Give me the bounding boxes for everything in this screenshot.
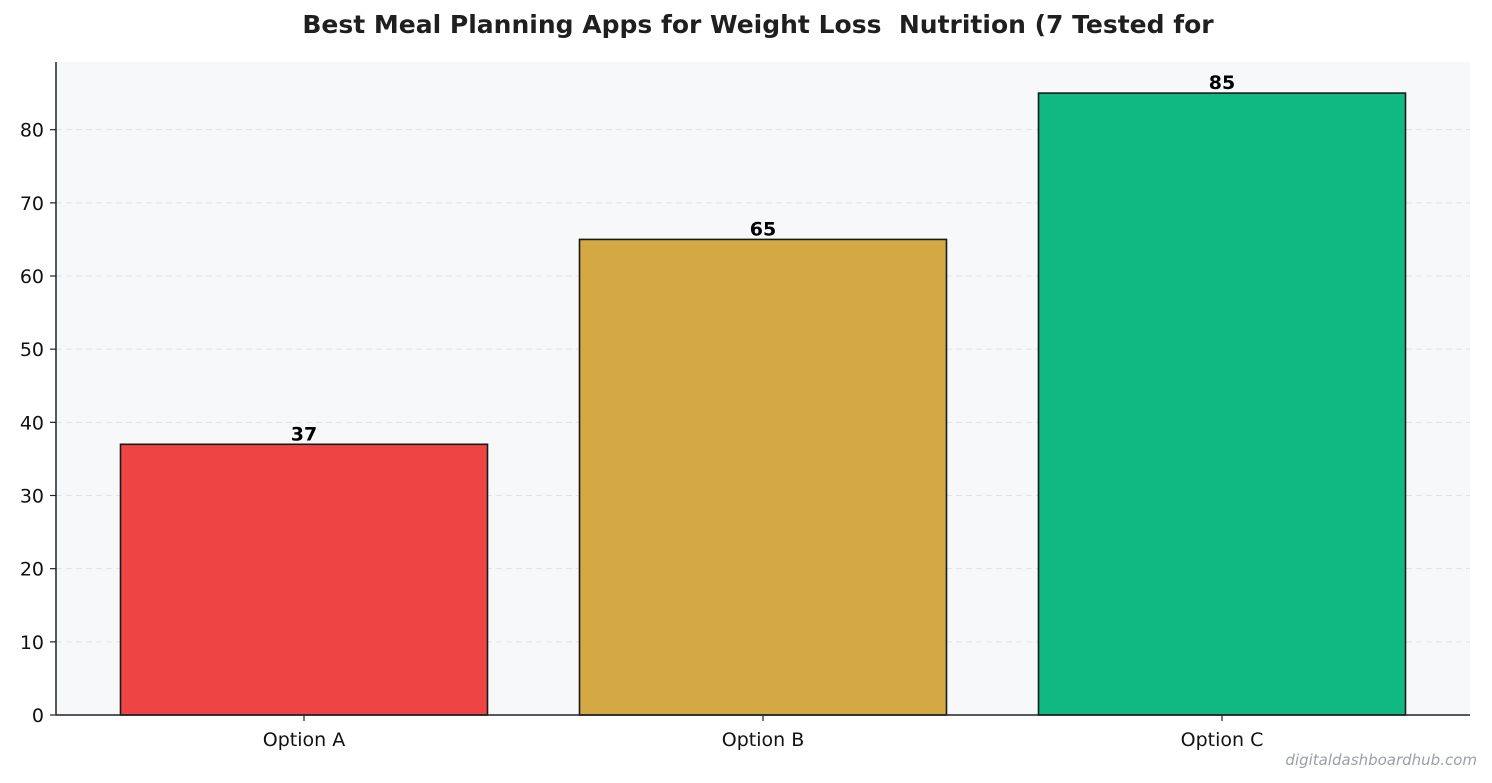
y-tick-label: 30 [20, 486, 44, 508]
watermark: digitaldashboardhub.com [1285, 751, 1477, 769]
y-tick-label: 0 [32, 705, 44, 727]
y-tick-label: 20 [20, 559, 44, 581]
y-tick-label: 50 [20, 339, 44, 361]
y-tick-label: 60 [20, 266, 44, 288]
bars [119, 92, 1407, 716]
data-label: 85 [1209, 72, 1235, 94]
chart-title: Best Meal Planning Apps for Weight Loss … [302, 10, 1214, 39]
y-tick-label: 10 [20, 632, 44, 654]
y-tick-label: 40 [20, 412, 44, 434]
data-label: 65 [750, 218, 776, 240]
y-ticks: 0 10 20 30 40 50 60 70 80 [20, 120, 56, 727]
data-label: 37 [291, 423, 317, 445]
y-tick-label: 80 [20, 120, 44, 142]
bar-option-a [119, 443, 489, 716]
bar-option-b [578, 238, 948, 716]
x-tick-label: Option B [722, 729, 805, 751]
y-tick-label: 70 [20, 193, 44, 215]
x-tick-label: Option A [263, 729, 345, 751]
x-tick-label: Option C [1181, 729, 1264, 751]
data-labels: 37 65 85 [291, 72, 1235, 445]
bar-option-c [1037, 92, 1407, 716]
x-ticks: Option A Option B Option C [263, 715, 1264, 751]
